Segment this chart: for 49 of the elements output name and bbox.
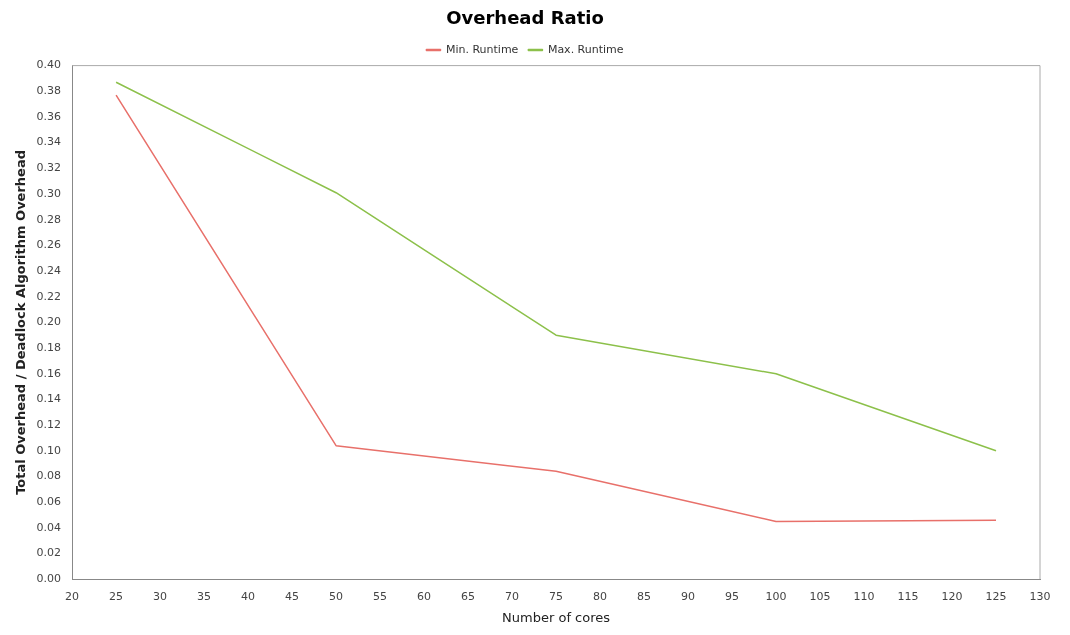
x-tick-label: 35 [197,589,212,603]
y-tick-label: 0.40 [36,58,62,72]
x-tick-label: 30 [153,589,168,603]
y-tick-label: 0.32 [36,161,62,175]
y-tick-label: 0.04 [36,520,62,534]
x-tick-label: 55 [373,589,388,603]
y-tick-label: 0.00 [36,572,62,586]
y-tick-label: 0.10 [36,443,62,457]
x-tick-label: 120 [941,589,963,603]
y-tick-label: 0.08 [36,469,62,483]
y-tick-label: 0.30 [36,186,62,200]
y-tick-label: 0.36 [36,109,62,123]
x-tick-label: 25 [109,589,124,603]
x-tick-label: 20 [65,589,80,603]
y-tick-label: 0.20 [36,315,62,329]
x-tick-label: 80 [593,589,608,603]
x-tick-label: 45 [285,589,300,603]
x-tick-label: 60 [417,589,432,603]
y-tick-label: 0.24 [36,263,62,277]
y-tick-label: 0.06 [36,495,62,509]
x-tick-label: 50 [329,589,344,603]
x-tick-label: 105 [809,589,831,603]
x-tick-label: 130 [1029,589,1051,603]
y-tick-label: 0.26 [36,238,62,252]
x-tick-label: 40 [241,589,256,603]
legend-label: Min. Runtime [445,42,519,56]
y-tick-label: 0.02 [36,546,62,560]
legend-label: Max. Runtime [547,42,624,56]
y-tick-label: 0.38 [36,84,62,98]
y-tick-label: 0.22 [36,289,62,303]
x-tick-label: 125 [985,589,1007,603]
y-axis-title: Total Overhead / Deadlock Algorithm Overhead [13,150,29,495]
x-tick-label: 110 [853,589,875,603]
x-tick-label: 115 [897,589,919,603]
x-tick-label: 75 [549,589,564,603]
x-tick-label: 70 [505,589,520,603]
x-axis-title: Number of cores [502,609,611,625]
y-tick-label: 0.12 [36,417,62,431]
y-tick-label: 0.16 [36,366,62,380]
y-tick-label: 0.28 [36,212,62,226]
y-tick-label: 0.34 [36,135,62,149]
x-tick-label: 90 [681,589,696,603]
x-tick-label: 95 [725,589,740,603]
x-tick-label: 65 [461,589,476,603]
x-tick-label: 85 [637,589,652,603]
y-tick-label: 0.14 [36,392,62,406]
y-tick-label: 0.18 [36,340,62,354]
x-tick-label: 100 [765,589,787,603]
chart-title: Overhead Ratio [446,7,604,29]
